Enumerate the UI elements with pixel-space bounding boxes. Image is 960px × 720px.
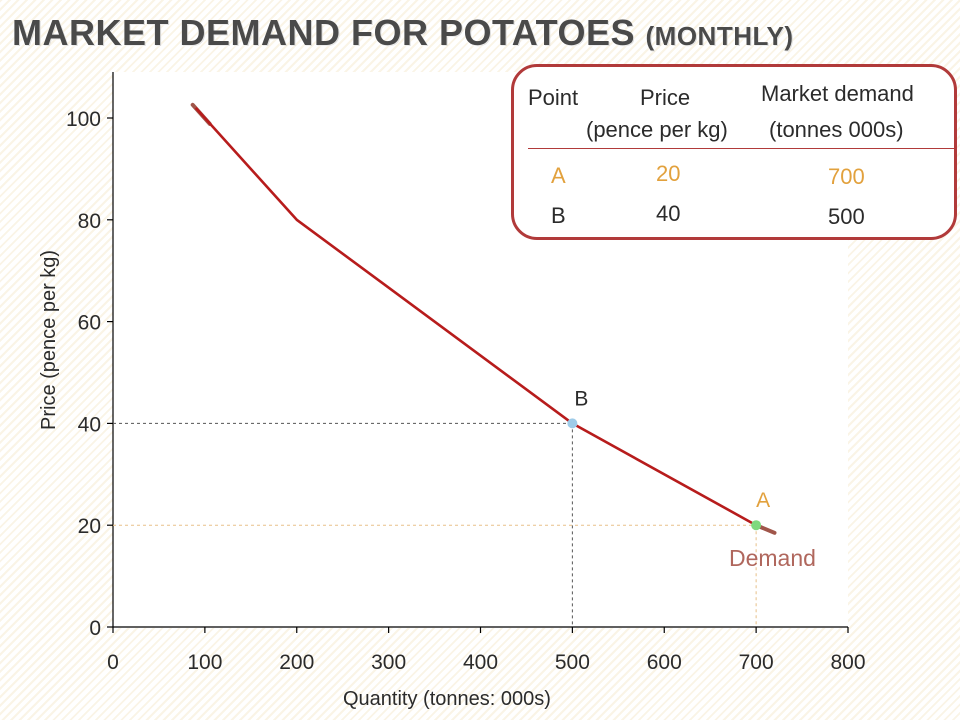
- y-axis-title: Price (pence per kg): [38, 249, 60, 430]
- demand-curve: [194, 106, 757, 527]
- title-main: Market demand for potatoes: [12, 12, 635, 53]
- point-b: [567, 418, 578, 429]
- table-row-a-point: A: [551, 163, 566, 188]
- x-tick-label: 300: [371, 651, 406, 674]
- table-header-demand-unit: (tonnes 000s): [769, 117, 904, 142]
- title-sub: (monthly): [645, 21, 794, 51]
- market-demand-table: Point Price (pence per kg) Market demand…: [511, 64, 957, 240]
- x-tick-label: 100: [187, 651, 222, 674]
- y-tick-label: 100: [66, 108, 101, 131]
- table-row-a-demand: 700: [828, 164, 865, 189]
- x-tick-label: 200: [279, 651, 314, 674]
- point-label-a: A: [756, 489, 770, 512]
- table-row-a-price: 20: [656, 161, 681, 186]
- table-header-demand: Market demand: [761, 81, 914, 106]
- x-tick-label: 500: [555, 651, 590, 674]
- table-row-b-price: 40: [656, 201, 681, 226]
- x-tick-label: 0: [107, 651, 119, 674]
- table-header-point: Point: [528, 85, 579, 110]
- table-row-b-point: B: [551, 203, 566, 228]
- x-tick-label: 800: [830, 651, 865, 674]
- y-tick-label: 60: [78, 312, 101, 335]
- y-tick-label: 0: [89, 617, 101, 640]
- point-label-b: B: [574, 387, 588, 410]
- x-axis-title: Quantity (tonnes: 000s): [343, 688, 551, 710]
- y-tick-label: 80: [78, 210, 101, 233]
- x-tick-label: 700: [739, 651, 774, 674]
- x-tick-label: 600: [647, 651, 682, 674]
- table-header-price-unit: (pence per kg): [586, 117, 728, 142]
- demand-curve-label: Demand: [729, 545, 816, 571]
- y-tick-label: 40: [78, 413, 101, 436]
- table-header-price: Price: [640, 85, 691, 110]
- x-tick-label: 400: [463, 651, 498, 674]
- slide-title: Market demand for potatoes (monthly): [12, 12, 794, 54]
- table-row-b-demand: 500: [828, 204, 865, 229]
- table-header-rule: [528, 148, 954, 149]
- y-tick-label: 20: [78, 515, 101, 538]
- point-a: [751, 520, 762, 531]
